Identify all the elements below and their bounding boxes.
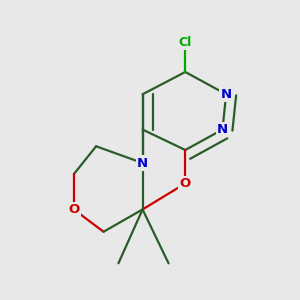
Text: N: N [217, 123, 228, 136]
Text: O: O [180, 177, 191, 190]
Text: N: N [137, 157, 148, 169]
Text: N: N [220, 88, 232, 101]
Text: O: O [68, 203, 80, 216]
Text: Cl: Cl [179, 36, 192, 49]
